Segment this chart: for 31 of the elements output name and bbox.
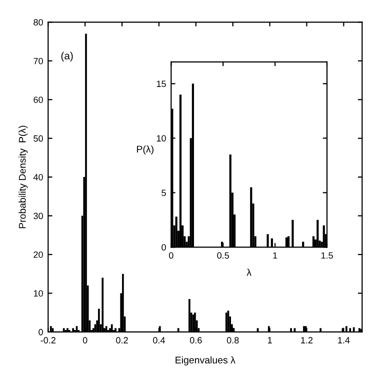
x-tick-label: 1 <box>268 337 272 344</box>
x-tick-label: 1.4 <box>338 337 350 344</box>
x-tick-label: 0 <box>168 252 174 259</box>
y-tick-label: 80 <box>34 19 43 26</box>
y-tick-label: 10 <box>34 290 43 297</box>
x-tick-label: 0.5 <box>217 252 229 259</box>
x-tick-label: -0.2 <box>40 337 56 344</box>
y-tick-label: 30 <box>34 212 43 220</box>
y-tick-label: 20 <box>34 251 43 258</box>
y-tick-label: 15 <box>156 80 166 88</box>
y-tick-label: 10 <box>156 135 166 142</box>
y-tick-label: 0 <box>38 328 43 336</box>
annotation: (a) <box>61 52 73 62</box>
x-tick-label: 0.8 <box>226 337 239 344</box>
x-tick-label: 0.2 <box>116 337 128 344</box>
x-tick-label: 1.2 <box>301 337 313 344</box>
y-tick-label: 50 <box>34 135 43 142</box>
y-tick-label: 40 <box>33 174 43 180</box>
y-axis-title: Probability Density P(λ) <box>18 126 28 228</box>
x-axis-title: Eigenvalues λ <box>176 356 236 366</box>
x-tick-label: 0.4 <box>153 337 165 344</box>
x-tick-label: 0 <box>82 337 88 344</box>
x-axis-title: λ <box>246 268 252 276</box>
y-axis-title: P(λ) <box>137 145 154 155</box>
y-tick-label: 0 <box>162 244 166 251</box>
x-tick-label: 1 <box>273 252 278 259</box>
y-tick-label: 70 <box>34 58 43 64</box>
y-tick-label: 60 <box>34 96 43 103</box>
x-tick-label: 0.6 <box>190 337 202 344</box>
x-tick-label: 1.5 <box>321 252 333 259</box>
y-tick-label: 5 <box>162 190 166 196</box>
